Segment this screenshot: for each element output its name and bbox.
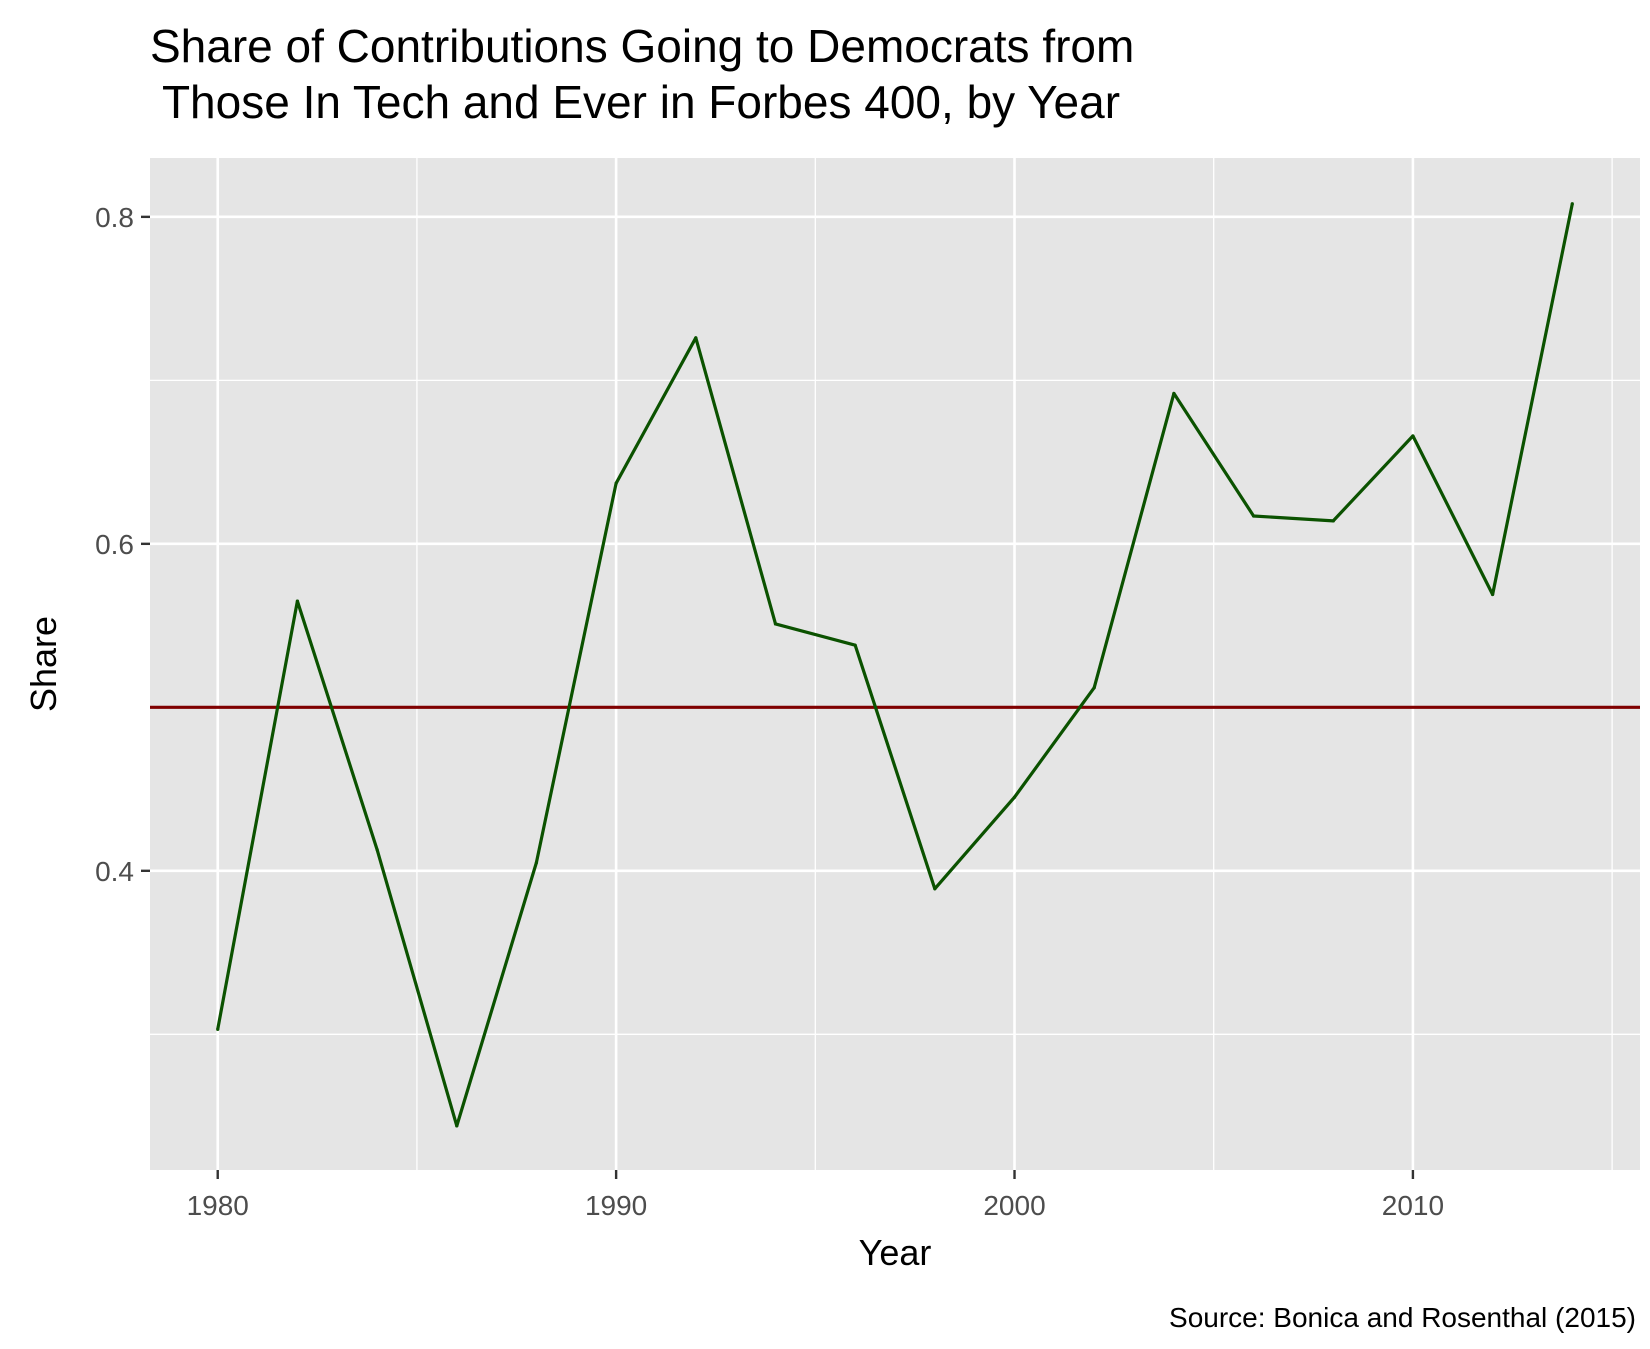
x-axis-title: Year [859, 1232, 932, 1273]
data-point [1012, 795, 1017, 799]
data-point [853, 643, 857, 647]
data-point [773, 622, 778, 626]
data-point [933, 887, 937, 891]
data-point [614, 481, 618, 485]
y-tick-label: 0.8 [95, 202, 134, 233]
y-axis-title: Share [23, 616, 64, 712]
chart-title-line-1: Share of Contributions Going to Democrat… [150, 20, 1134, 72]
data-point [1251, 514, 1256, 518]
x-tick-label: 2000 [983, 1190, 1045, 1221]
data-point [694, 336, 698, 340]
x-axis: 1980 1990 2000 2010 [187, 1170, 1444, 1221]
data-point [375, 847, 379, 852]
data-point [295, 599, 300, 603]
series-line [216, 203, 1574, 1128]
x-tick-label: 1980 [187, 1190, 249, 1221]
data-point [216, 1027, 220, 1031]
y-tick-label: 0.6 [95, 529, 134, 560]
data-point [1092, 686, 1096, 690]
y-axis: 0.4 0.6 0.8 [95, 202, 150, 887]
x-tick-label: 1990 [585, 1190, 647, 1221]
data-point [455, 1124, 459, 1128]
major-gridlines [150, 158, 1640, 1170]
chart-caption: Source: Bonica and Rosenthal (2015) [1169, 1302, 1636, 1333]
series-layer [216, 202, 1574, 1128]
data-point [1490, 592, 1495, 597]
y-tick-label: 0.4 [95, 856, 134, 887]
data-point [1570, 202, 1574, 206]
data-point [1172, 391, 1176, 396]
data-point [1411, 434, 1415, 438]
chart-title-line-2: Those In Tech and Ever in Forbes 400, by… [150, 76, 1120, 128]
data-point [1331, 519, 1335, 523]
data-point [534, 861, 539, 865]
x-tick-label: 2010 [1382, 1190, 1444, 1221]
plot-panel [150, 158, 1640, 1170]
